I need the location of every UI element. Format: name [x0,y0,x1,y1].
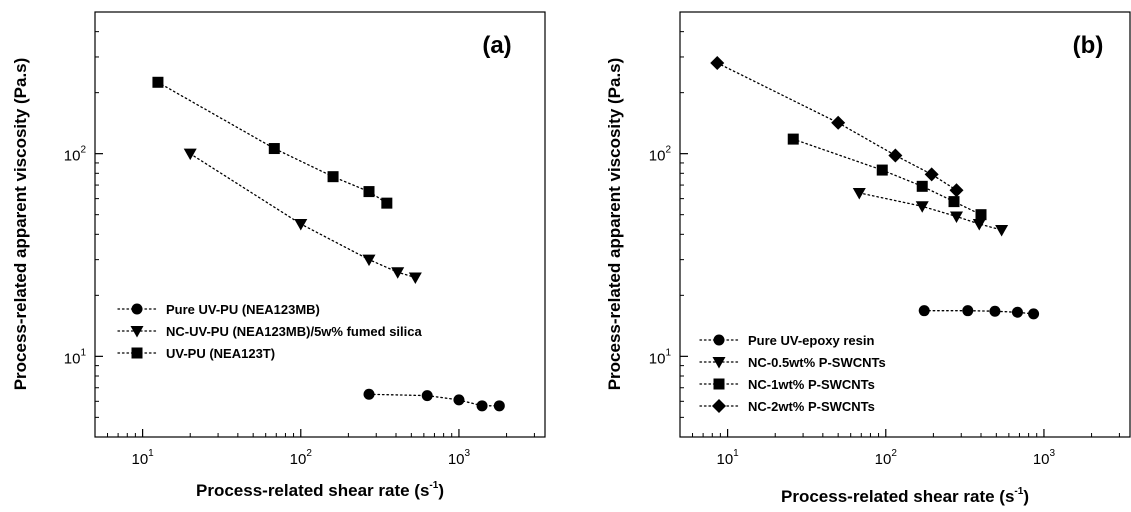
legend-label: NC-1wt% P-SWCNTs [748,377,875,392]
legend-label: UV-PU (NEA123T) [166,346,275,361]
data-point-circle [477,400,488,411]
legend-label: Pure UV-PU (NEA123MB) [166,302,320,317]
x-tick-label: 101 [716,448,739,468]
data-point-square [917,181,928,192]
data-point-circle [422,390,433,401]
x-axis-title-end: ) [1023,487,1029,506]
y-tick-label: 102 [64,145,87,165]
legend: Pure UV-PU (NEA123MB) NC-UV-PU (NEA123MB)… [118,302,422,361]
series-circle [919,305,1039,319]
plot-frame [95,12,545,437]
legend-item: NC-1wt% P-SWCNTs [700,377,875,392]
x-tick-label: 101 [131,448,154,468]
x-axis-title-end: ) [438,481,444,500]
data-point-circle [962,305,973,316]
data-point-diamond [710,56,724,70]
data-point-circle [1012,307,1023,318]
data-point-circle [453,394,464,405]
data-point-square [364,186,375,197]
x-axis-title-main: Process-related shear rate (s [781,487,1014,506]
legend-item: NC-0.5wt% P-SWCNTs [700,355,886,370]
data-point-square [328,171,339,182]
legend-marker [132,348,143,359]
legend-marker [712,399,726,413]
y-tick-label: 101 [649,347,672,367]
legend-marker [132,304,143,315]
series-square [152,77,392,209]
x-tick-label: 103 [448,448,471,468]
legend-label: NC-UV-PU (NEA123MB)/5w% fumed silica [166,324,422,339]
legend-marker [713,357,726,369]
data-point-triangle-down [294,219,307,231]
data-point-circle [364,389,375,400]
data-point-square [976,209,987,220]
legend-label: Pure UV-epoxy resin [748,333,874,348]
data-point-diamond [831,116,845,130]
series-triangle-down [184,149,422,284]
data-point-square [788,134,799,145]
x-tick-label: 102 [875,448,898,468]
legend-item: NC-2wt% P-SWCNTs [700,399,875,414]
data-point-triangle-down [950,211,963,223]
legend-item: NC-UV-PU (NEA123MB)/5w% fumed silica [118,324,422,339]
legend-marker [714,335,725,346]
y-tick-label: 101 [64,347,87,367]
x-axis-title: Process-related shear rate (s-1) [196,480,444,500]
data-point-square [269,143,280,154]
series-square [788,134,987,221]
data-point-triangle-down [363,255,376,267]
x-tick-label: 102 [290,448,313,468]
data-point-square [152,77,163,88]
data-point-circle [919,305,930,316]
data-point-circle [494,400,505,411]
series-line [190,154,415,278]
data-point-circle [989,306,1000,317]
data-point-square [877,165,888,176]
series-circle [364,389,505,412]
legend-label: NC-2wt% P-SWCNTs [748,399,875,414]
series-line [158,82,387,203]
chart-panel-a: (a) Process-related apparent viscosity (… [11,12,545,500]
data-point-square [381,198,392,209]
data-point-triangle-down [973,219,986,231]
legend: Pure UV-epoxy resin NC-0.5wt% P-SWCNTs NC-… [700,333,886,414]
legend-marker [714,379,725,390]
data-point-diamond [950,183,964,197]
data-point-triangle-down [184,149,197,161]
x-axis-title-main: Process-related shear rate (s [196,481,429,500]
y-axis-title: Process-related apparent viscosity (Pa.s… [605,58,624,391]
panel-label: (b) [1073,32,1104,59]
x-axis-title: Process-related shear rate (s-1) [781,486,1029,506]
panel-label: (a) [482,32,511,59]
legend-label: NC-0.5wt% P-SWCNTs [748,355,886,370]
data-point-circle [1028,308,1039,319]
legend-marker [131,326,144,338]
legend-item: UV-PU (NEA123T) [118,346,275,361]
y-tick-label: 102 [649,145,672,165]
series-diamond [710,56,963,197]
legend-item: Pure UV-epoxy resin [700,333,874,348]
data-point-diamond [888,148,902,162]
x-tick-label: 103 [1033,448,1056,468]
data-point-square [949,196,960,207]
data-point-diamond [925,167,939,181]
legend-item: Pure UV-PU (NEA123MB) [118,302,320,317]
plot-frame [680,12,1130,437]
data-point-triangle-down [995,225,1008,237]
chart-panel-b: (b) Process-related apparent viscosity (… [605,12,1130,506]
data-point-triangle-down [409,272,422,284]
y-axis-title: Process-related apparent viscosity (Pa.s… [11,58,30,391]
